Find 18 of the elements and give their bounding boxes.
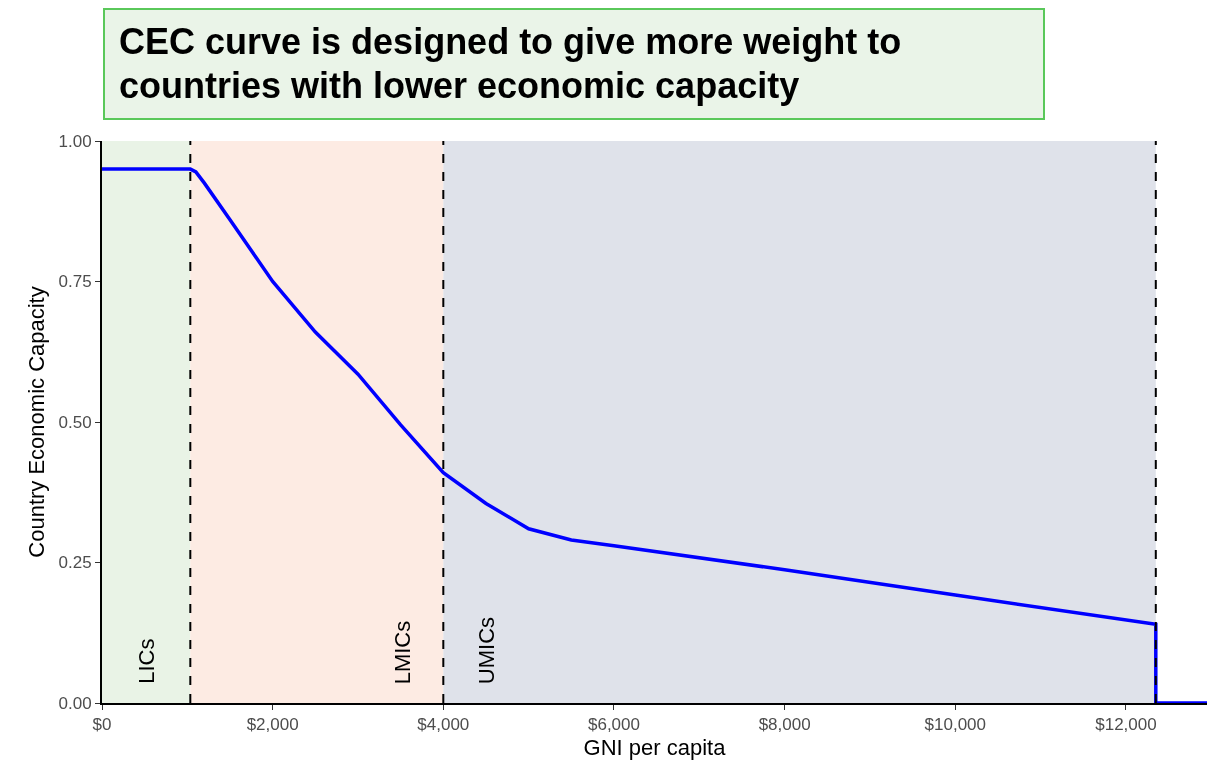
x-tick-label: $12,000 [1095,715,1157,735]
x-tick-label: $2,000 [246,715,299,735]
x-axis-title: GNI per capita [583,734,727,760]
x-tick-label: $4,000 [417,715,470,735]
y-tick-label: 1.00 [58,131,92,151]
x-tick-label: $8,000 [758,715,811,735]
y-axis-title: Country Economic Capacity [23,286,49,558]
y-tick-label: 0.75 [58,272,92,292]
band-label: LICs [133,638,159,684]
y-tick-label: 0.00 [58,693,92,713]
band-label: UMICs [473,616,499,685]
x-tick-label: $10,000 [924,715,987,735]
x-tick-label: $6,000 [587,715,640,735]
y-tick-label: 0.25 [58,553,92,573]
band-label: LMICs [390,620,416,685]
y-tick-label: 0.50 [58,412,92,432]
chart-title: CEC curve is designed to give more weight to countries with lower economic capacity [103,8,1045,120]
x-tick-label: $0 [92,715,112,735]
